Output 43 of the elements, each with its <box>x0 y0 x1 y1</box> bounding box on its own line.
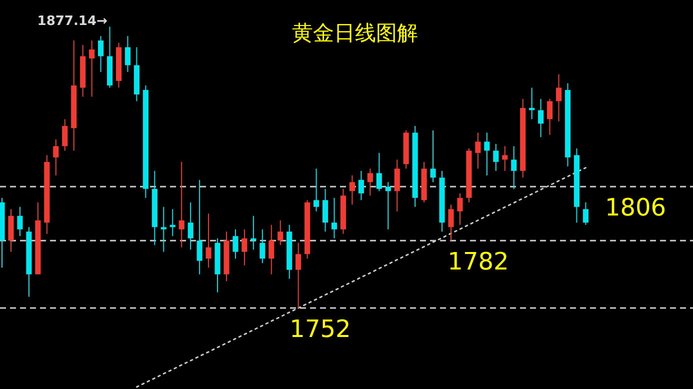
candlestick <box>196 179 202 275</box>
candlestick <box>89 40 95 98</box>
candlestick <box>394 159 400 212</box>
candlestick <box>278 220 284 246</box>
candlestick <box>493 143 499 172</box>
candlestick <box>53 138 59 176</box>
candlestick <box>206 213 212 268</box>
candlestick <box>475 132 481 170</box>
candlestick <box>268 224 274 275</box>
candlestick <box>314 168 320 212</box>
candlestick <box>546 98 553 136</box>
candlestick <box>502 146 508 172</box>
candlestick <box>242 228 248 266</box>
candlestick <box>511 146 517 190</box>
annotation: 1806 <box>604 194 666 222</box>
candlestick <box>17 206 23 237</box>
candlestick <box>448 204 454 242</box>
candlestick <box>322 188 328 232</box>
annotation: 1782 <box>448 248 509 276</box>
candlestick <box>331 197 338 239</box>
candlestick <box>296 242 302 309</box>
candlestick <box>232 228 238 260</box>
candlestick <box>385 182 391 230</box>
candlestick <box>358 170 364 201</box>
candlestick <box>124 35 131 72</box>
candlestick <box>538 98 544 138</box>
candlestick <box>98 35 104 72</box>
annotation: 1877.14→ <box>37 14 108 29</box>
candlestick <box>62 118 68 152</box>
candlestick <box>430 130 436 183</box>
candlestick <box>178 161 184 248</box>
candlestick <box>582 202 588 226</box>
candlestick <box>376 152 382 192</box>
candlestick <box>367 168 373 196</box>
candlestick <box>160 206 166 252</box>
text: 黄金日线图解 <box>292 21 418 45</box>
candlestick <box>457 192 463 226</box>
candlestick <box>188 202 194 250</box>
candlestick <box>349 174 356 206</box>
annotation: 1752 <box>290 315 351 344</box>
candlestick <box>556 74 562 122</box>
candlestick <box>484 132 490 176</box>
candlestick <box>260 228 266 264</box>
